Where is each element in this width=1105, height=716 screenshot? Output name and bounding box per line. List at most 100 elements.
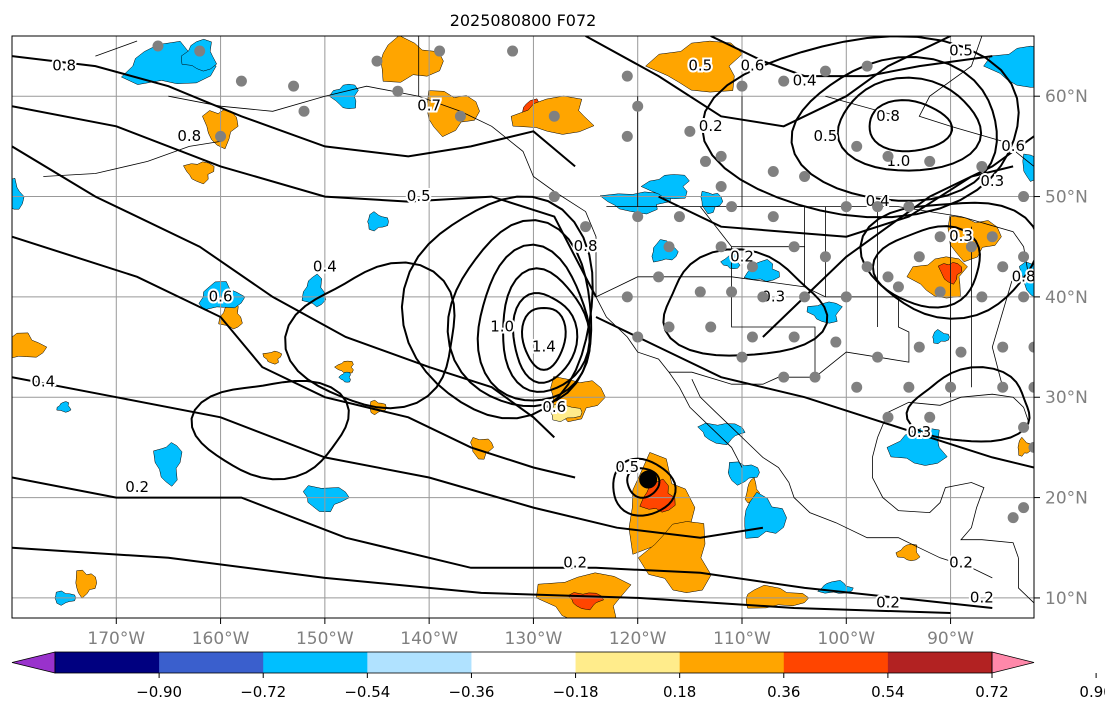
station-dot xyxy=(715,150,727,162)
contour-line xyxy=(12,376,764,539)
station-dot xyxy=(997,381,1009,393)
map-frame xyxy=(11,35,1035,619)
contour-line xyxy=(12,235,576,479)
y-tick-label: 60°N xyxy=(1045,87,1088,107)
station-dot xyxy=(757,291,769,303)
coastline-segment xyxy=(877,393,1030,438)
station-dot xyxy=(778,371,790,383)
station-dot xyxy=(788,331,800,343)
station-dot xyxy=(819,251,831,263)
station-dot xyxy=(288,80,300,92)
station-dot xyxy=(976,291,988,303)
coastline-segment xyxy=(1018,557,1034,604)
x-tick-label: 110°W xyxy=(713,629,771,649)
station-dot xyxy=(819,65,831,77)
positive-anomaly-patch xyxy=(12,332,48,359)
contour-line xyxy=(12,476,993,609)
station-dot xyxy=(194,45,206,57)
station-dot xyxy=(1018,251,1030,263)
contour-line xyxy=(595,316,1034,469)
station-dot xyxy=(621,291,633,303)
negative-anomaly-patch xyxy=(806,301,843,324)
station-dot xyxy=(924,155,936,167)
station-dot xyxy=(840,291,852,303)
station-dot xyxy=(736,351,748,363)
colorbar-segment xyxy=(367,652,472,673)
contour-line xyxy=(710,36,993,78)
station-dot xyxy=(882,271,894,283)
contour-label: 0.4 xyxy=(866,192,890,210)
storm-center-dot xyxy=(639,470,658,489)
contour-closed xyxy=(905,366,1031,443)
colorbar-extend-low xyxy=(11,651,56,674)
contour-label: 0.5 xyxy=(615,458,639,476)
contour-label: 0.8 xyxy=(52,57,76,75)
contour-label: 0.5 xyxy=(688,57,712,75)
contour-label: 0.8 xyxy=(177,127,201,145)
station-dot xyxy=(840,201,852,213)
contour-label: 1.0 xyxy=(490,318,514,336)
contour-line xyxy=(12,55,576,168)
x-tick-label: 170°W xyxy=(87,629,145,649)
station-dot xyxy=(235,75,247,87)
negative-anomaly-patch xyxy=(12,177,25,210)
station-dot xyxy=(1028,441,1034,453)
negative-anomaly-patch xyxy=(640,174,690,200)
contour-closed xyxy=(284,261,456,410)
colorbar-tick-label: 0.54 xyxy=(871,683,904,701)
colorbar-tick-label: −0.72 xyxy=(240,683,286,701)
station-dot xyxy=(934,286,946,298)
station-dot xyxy=(945,381,957,393)
colorbar-segment xyxy=(575,652,681,673)
negative-anomaly-patch xyxy=(1022,153,1034,182)
contour-line xyxy=(12,546,951,614)
contour-label: 0.6 xyxy=(209,287,233,305)
positive-anomaly-patch xyxy=(550,402,583,422)
y-axis: 10°N 20°N 30°N 40°N 50°N 60°N xyxy=(1034,87,1088,609)
station-dot xyxy=(986,231,998,243)
negative-anomaly-patch xyxy=(338,371,351,383)
contour-tropical-storm xyxy=(626,467,661,499)
colorbar: −0.90 −0.72 −0.54 −0.36 −0.18 0.18 0.36 0.54 0.7… xyxy=(11,651,1105,701)
station-dot xyxy=(799,170,811,182)
contour-low-pressure xyxy=(520,306,567,371)
contour-label: 0.4 xyxy=(793,72,817,90)
station-dot xyxy=(955,346,967,358)
station-dot xyxy=(1018,291,1030,303)
station-dot xyxy=(673,211,685,223)
contour-label: 0.5 xyxy=(949,42,973,60)
station-dot xyxy=(694,286,706,298)
contour-northeast-system xyxy=(836,76,983,172)
contour-low-pressure xyxy=(400,195,594,420)
y-tick-label: 20°N xyxy=(1045,489,1088,509)
colorbar-frame xyxy=(54,651,993,674)
station-dot xyxy=(663,321,675,333)
contour-label: 0.6 xyxy=(1001,137,1025,155)
positive-anomaly-patch xyxy=(75,569,97,599)
positive-anomaly-patch xyxy=(895,543,921,562)
colorbar-tick-label: 0.90 xyxy=(1079,683,1105,701)
negative-anomaly-patch xyxy=(727,461,760,486)
contour-label: 0.2 xyxy=(563,553,587,571)
station-dot xyxy=(736,80,748,92)
negative-anomaly-patch xyxy=(1018,261,1034,298)
positive-anomaly-patch xyxy=(262,350,283,365)
colorbar-segment xyxy=(679,652,785,673)
negative-anomaly-patch xyxy=(720,254,741,270)
station-dot xyxy=(1018,191,1030,203)
station-dot xyxy=(1018,502,1030,514)
station-dot xyxy=(621,130,633,142)
positive-anomaly-patch xyxy=(183,161,215,185)
x-tick-label: 140°W xyxy=(400,629,458,649)
positive-anomaly-patch xyxy=(1017,436,1031,457)
station-dot xyxy=(882,150,894,162)
coastline-segment xyxy=(699,206,805,248)
contour-label: 0.7 xyxy=(417,97,441,115)
station-dot xyxy=(778,75,790,87)
contour-label: 0.6 xyxy=(740,57,764,75)
contour-labels: 0.8 0.8 0.7 0.5 0.4 0.6 1.0 1.4 0.6 0.8 0.4 0.2 0.5 0… xyxy=(29,40,1034,614)
negative-anomaly-patch xyxy=(56,401,72,413)
station-dot xyxy=(924,411,936,423)
